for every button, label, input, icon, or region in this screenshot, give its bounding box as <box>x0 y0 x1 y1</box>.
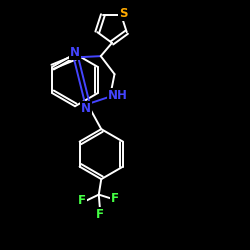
Text: N: N <box>81 102 91 115</box>
Text: NH: NH <box>108 89 128 102</box>
Text: F: F <box>110 192 118 205</box>
Text: F: F <box>96 208 104 221</box>
Text: N: N <box>70 46 80 60</box>
Text: F: F <box>78 194 86 207</box>
Text: S: S <box>120 7 128 20</box>
